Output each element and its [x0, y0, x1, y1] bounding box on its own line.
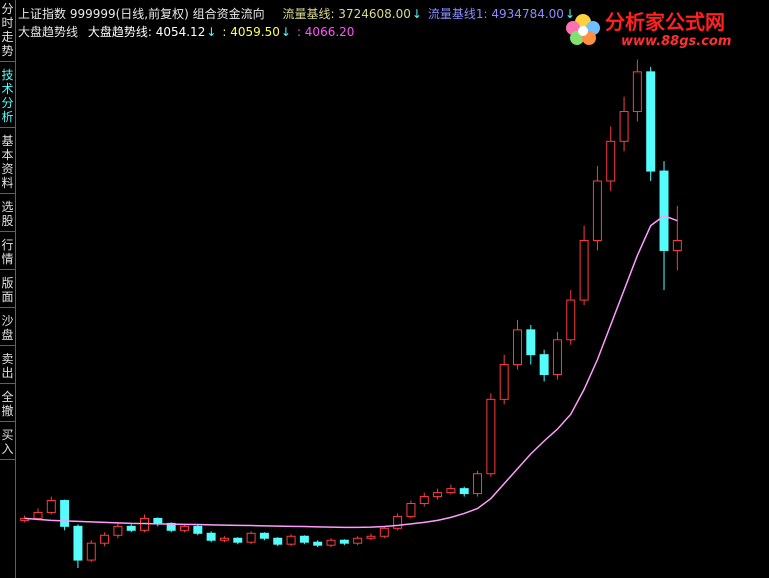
watermark: 分析家公式网 www.88gs.com	[561, 4, 761, 54]
candle-body	[219, 537, 229, 541]
legend-value: 流量基线1: 4934784.00	[427, 7, 564, 21]
candle-body	[273, 537, 283, 545]
candle-body	[73, 525, 83, 561]
header-line: 大盘趋势线 大盘趋势线: 4054.12↓: 4059.50↓: 4066.20	[18, 23, 355, 40]
candle-body	[286, 535, 296, 545]
candle-body	[419, 496, 429, 505]
candle-body	[552, 339, 562, 376]
candle-body	[659, 170, 669, 251]
header-title: 上证指数 999999(日线,前复权) 组合资金流向	[18, 7, 265, 21]
candle-body	[499, 364, 509, 400]
sidebar: 分时走势技术分析基本资料选股行情版面沙盘卖出全撤买入	[0, 0, 16, 578]
sidebar-tab[interactable]: 选股	[0, 198, 15, 232]
candle-body	[113, 525, 123, 536]
candle-body	[606, 140, 616, 182]
candle-body	[259, 532, 269, 539]
logo-icon	[566, 14, 600, 45]
candle-body	[433, 492, 443, 498]
logo-name: 分析家公式网	[605, 10, 725, 34]
indicator-title: 大盘趋势线	[18, 25, 79, 39]
trend-line	[24, 214, 678, 529]
legend-value: 流量基线: 3724608.00	[282, 7, 411, 21]
legend-value: : 4066.20	[296, 25, 355, 39]
candle-body	[166, 522, 176, 531]
legend-value: : 4059.50	[222, 25, 280, 39]
candle-body	[46, 500, 56, 513]
candle-body	[672, 240, 682, 251]
candle-body	[313, 541, 323, 546]
candle-body	[193, 525, 203, 534]
candle-body	[406, 503, 416, 517]
sidebar-tab[interactable]: 卖出	[0, 350, 15, 384]
candle-body	[486, 398, 496, 475]
sidebar-tab[interactable]: 行情	[0, 236, 15, 270]
candle-body	[446, 488, 456, 494]
candle-body	[153, 517, 163, 524]
candle-body	[366, 535, 376, 539]
legend-arrow: ↓	[280, 25, 291, 39]
candle-body	[459, 488, 469, 495]
candle-body	[246, 532, 256, 543]
sidebar-tab[interactable]: 版面	[0, 274, 15, 308]
candle-body	[513, 329, 522, 366]
header-line: 上证指数 999999(日线,前复权) 组合资金流向 流量基线: 3724608…	[18, 5, 581, 22]
sidebar-tab[interactable]: 全撤	[0, 388, 15, 422]
candle-body	[339, 539, 349, 544]
candle-body	[526, 329, 536, 356]
candle-body	[86, 542, 96, 561]
legend-value: 大盘趋势线: 4054.12	[87, 25, 206, 39]
sidebar-tab[interactable]: 技术分析	[0, 66, 15, 128]
candle-body	[539, 354, 549, 376]
candle-body	[393, 515, 403, 529]
candle-body	[646, 71, 656, 172]
sidebar-tab[interactable]: 买入	[0, 426, 15, 460]
sidebar-tab[interactable]: 沙盘	[0, 312, 15, 346]
candle-body	[206, 532, 216, 541]
candle-body	[592, 180, 602, 242]
candle-body	[619, 111, 629, 142]
legend-arrow: ↓	[411, 7, 422, 21]
candle-body	[353, 537, 363, 544]
candle-body	[473, 473, 483, 495]
candle-body	[326, 539, 336, 546]
legend-arrow: ↓	[564, 7, 575, 21]
candle-body	[100, 534, 110, 544]
candle-body	[379, 527, 389, 537]
candle-body	[579, 240, 589, 301]
candle-body	[126, 525, 136, 531]
candle-body	[60, 500, 70, 527]
candle-body	[299, 535, 309, 543]
candle-body	[566, 299, 576, 341]
candle-body	[180, 525, 189, 531]
legend-arrow: ↓	[206, 25, 217, 39]
candle-body	[632, 71, 642, 113]
sidebar-tab[interactable]: 基本资料	[0, 132, 15, 194]
candle-body	[233, 537, 243, 543]
logo-url: www.88gs.com	[621, 34, 732, 49]
candle-body	[33, 511, 43, 519]
sidebar-tab[interactable]: 分时走势	[0, 0, 15, 62]
